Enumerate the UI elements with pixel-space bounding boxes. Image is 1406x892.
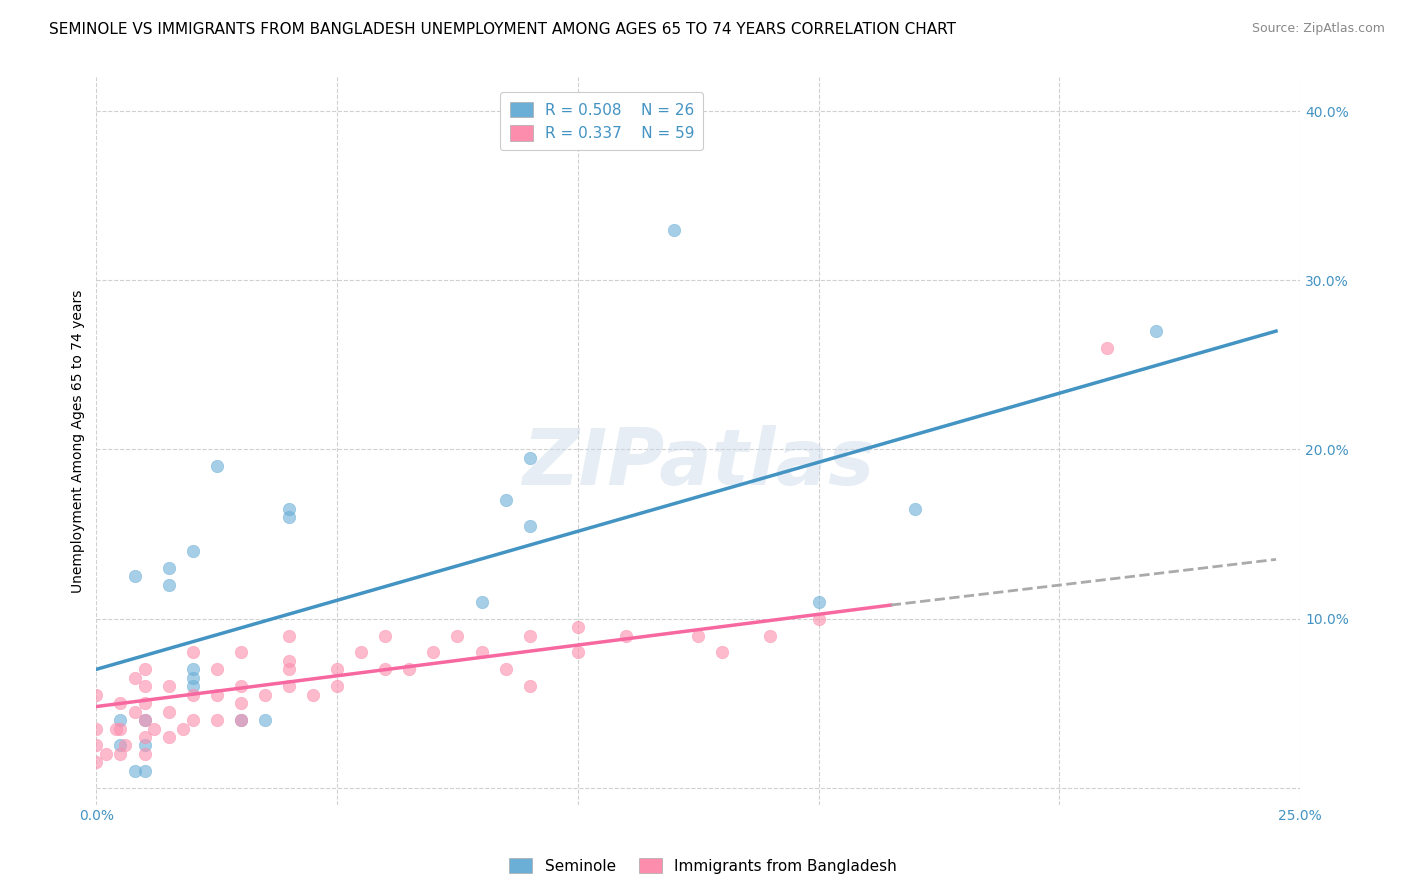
Point <box>181 544 204 558</box>
Point <box>134 764 156 778</box>
Point <box>134 739 156 753</box>
Point <box>110 696 132 710</box>
Point <box>567 620 589 634</box>
Point <box>86 722 108 736</box>
Point <box>662 222 685 236</box>
Text: Source: ZipAtlas.com: Source: ZipAtlas.com <box>1251 22 1385 36</box>
Point <box>422 645 444 659</box>
Point <box>519 518 541 533</box>
Point <box>205 688 228 702</box>
Point <box>278 628 301 642</box>
Y-axis label: Unemployment Among Ages 65 to 74 years: Unemployment Among Ages 65 to 74 years <box>72 289 86 592</box>
Point <box>1144 324 1167 338</box>
Point <box>253 688 276 702</box>
Point <box>110 747 132 761</box>
Point <box>278 679 301 693</box>
Point <box>134 696 156 710</box>
Point <box>124 671 146 685</box>
Point <box>253 713 276 727</box>
Point <box>181 662 204 676</box>
Point <box>157 679 180 693</box>
Point <box>519 679 541 693</box>
Point <box>124 764 146 778</box>
Point <box>350 645 373 659</box>
Legend: Seminole, Immigrants from Bangladesh: Seminole, Immigrants from Bangladesh <box>503 852 903 880</box>
Point <box>86 688 108 702</box>
Point <box>229 679 252 693</box>
Point <box>904 501 927 516</box>
Point <box>181 645 204 659</box>
Point <box>134 662 156 676</box>
Point <box>229 645 252 659</box>
Point <box>104 722 127 736</box>
Point <box>157 730 180 744</box>
Point <box>278 654 301 668</box>
Point <box>134 730 156 744</box>
Point <box>134 747 156 761</box>
Point <box>470 645 492 659</box>
Point <box>181 679 204 693</box>
Point <box>326 662 349 676</box>
Point <box>495 662 517 676</box>
Legend: R = 0.508    N = 26, R = 0.337    N = 59: R = 0.508 N = 26, R = 0.337 N = 59 <box>501 93 703 150</box>
Point <box>688 628 710 642</box>
Point <box>278 510 301 524</box>
Point <box>205 459 228 474</box>
Point <box>470 595 492 609</box>
Point <box>134 713 156 727</box>
Point <box>124 569 146 583</box>
Point <box>229 713 252 727</box>
Point <box>229 713 252 727</box>
Point <box>229 696 252 710</box>
Point <box>181 713 204 727</box>
Point <box>278 501 301 516</box>
Point <box>157 561 180 575</box>
Point <box>114 739 136 753</box>
Point <box>110 713 132 727</box>
Point <box>181 671 204 685</box>
Point <box>86 756 108 770</box>
Point <box>446 628 468 642</box>
Point <box>302 688 325 702</box>
Point <box>110 722 132 736</box>
Point <box>807 611 830 625</box>
Point <box>143 722 166 736</box>
Point <box>124 705 146 719</box>
Point <box>398 662 420 676</box>
Point <box>205 713 228 727</box>
Point <box>495 493 517 508</box>
Point <box>519 628 541 642</box>
Point <box>157 705 180 719</box>
Point <box>1097 341 1119 355</box>
Point <box>519 450 541 465</box>
Point <box>374 628 396 642</box>
Point <box>205 662 228 676</box>
Point <box>94 747 117 761</box>
Point <box>134 713 156 727</box>
Text: ZIPatlas: ZIPatlas <box>522 425 875 500</box>
Point <box>759 628 782 642</box>
Point <box>110 739 132 753</box>
Point <box>807 595 830 609</box>
Point <box>614 628 637 642</box>
Point <box>567 645 589 659</box>
Point <box>157 578 180 592</box>
Text: SEMINOLE VS IMMIGRANTS FROM BANGLADESH UNEMPLOYMENT AMONG AGES 65 TO 74 YEARS CO: SEMINOLE VS IMMIGRANTS FROM BANGLADESH U… <box>49 22 956 37</box>
Point <box>172 722 194 736</box>
Point <box>711 645 734 659</box>
Point <box>326 679 349 693</box>
Point <box>374 662 396 676</box>
Point <box>278 662 301 676</box>
Point <box>134 679 156 693</box>
Point <box>86 739 108 753</box>
Point <box>181 688 204 702</box>
